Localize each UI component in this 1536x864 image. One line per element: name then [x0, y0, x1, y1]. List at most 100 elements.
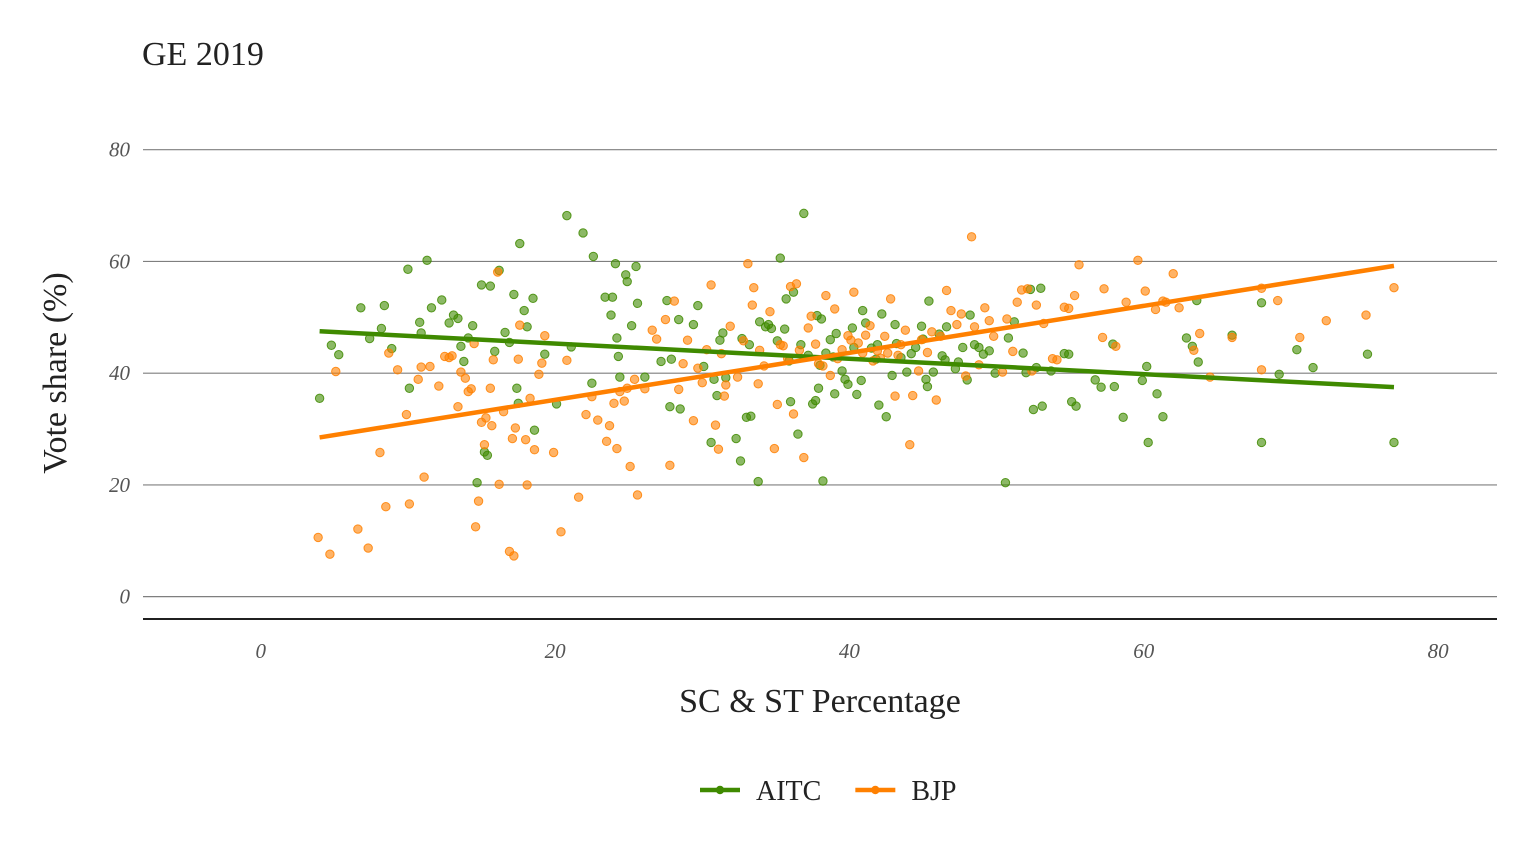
data-point-aitc: [1071, 401, 1081, 411]
data-point-bjp: [732, 372, 743, 382]
data-point-bjp: [492, 267, 503, 277]
data-point-bjp: [509, 551, 519, 561]
y-tick-label: 60: [109, 249, 131, 273]
data-point-aitc: [916, 321, 927, 331]
data-point-bjp: [941, 285, 952, 296]
data-point-aitc: [610, 258, 621, 269]
data-point-bjp: [651, 334, 662, 344]
data-point-bjp: [381, 502, 391, 512]
data-point-bjp: [534, 369, 544, 379]
data-point-aitc: [376, 323, 387, 334]
data-point-bjp: [619, 396, 629, 406]
data-point-bjp: [880, 331, 890, 341]
data-point-bjp: [769, 443, 780, 454]
data-point-bjp: [494, 479, 504, 490]
data-point-bjp: [1069, 290, 1080, 301]
data-point-bjp: [1321, 315, 1331, 326]
data-point-aitc: [674, 314, 684, 325]
data-point-bjp: [922, 347, 933, 358]
data-point-aitc: [587, 378, 597, 388]
data-point-aitc: [958, 342, 968, 353]
data-point-aitc: [857, 305, 868, 316]
data-point-aitc: [731, 433, 741, 444]
data-point-aitc: [666, 354, 677, 364]
data-point-bjp: [961, 371, 971, 381]
gridlines: [143, 149, 1497, 598]
data-point-bjp: [765, 307, 775, 317]
data-point-aitc: [1143, 437, 1153, 448]
data-point-bjp: [1121, 297, 1131, 307]
data-point-bjp: [473, 496, 484, 506]
data-point-bjp: [719, 391, 730, 401]
data-point-aitc: [843, 379, 853, 390]
data-point-bjp: [980, 303, 990, 313]
data-point-aitc: [856, 375, 866, 386]
trend-line-bjp: [319, 263, 1395, 440]
data-point-aitc: [314, 393, 325, 404]
data-point-bjp: [1002, 314, 1012, 324]
series-aitc-points: [314, 208, 1399, 488]
data-point-aitc: [830, 389, 840, 399]
legend-item-bjp: BJP: [855, 776, 956, 807]
data-point-bjp: [1099, 284, 1109, 294]
data-point-aitc: [640, 372, 650, 382]
data-point-bjp: [1361, 310, 1371, 320]
x-axis-ticks: 0 20 40 60 80: [255, 639, 1449, 663]
data-point-bjp: [931, 395, 941, 405]
data-point-bjp: [507, 433, 518, 444]
data-point-bjp: [384, 348, 394, 358]
data-point-bjp: [1064, 303, 1074, 314]
data-point-bjp: [988, 331, 999, 341]
data-point-bjp: [419, 472, 429, 482]
data-point-aitc: [1389, 437, 1399, 448]
data-point-aitc: [453, 313, 463, 324]
data-point-bjp: [821, 290, 831, 301]
data-point-aitc: [529, 425, 540, 435]
x-tick-label: 60: [1133, 639, 1155, 663]
data-point-aitc: [622, 276, 632, 287]
data-point-aitc: [1274, 369, 1284, 379]
data-point-aitc: [881, 412, 891, 422]
data-point-bjp: [952, 319, 962, 330]
data-point-bjp: [1174, 303, 1184, 313]
data-point-aitc: [818, 476, 828, 486]
data-point-aitc: [837, 366, 847, 376]
data-point-bjp: [601, 436, 612, 447]
data-point-bjp: [481, 413, 491, 423]
data-point-aitc: [509, 289, 519, 300]
data-point-aitc: [887, 370, 897, 381]
data-point-aitc: [941, 322, 952, 332]
y-tick-label: 0: [120, 585, 131, 609]
data-point-aitc: [1292, 345, 1302, 355]
data-point-aitc: [890, 319, 900, 330]
data-point-bjp: [956, 309, 966, 319]
data-point-bjp: [713, 444, 724, 454]
data-point-bjp: [969, 322, 980, 332]
data-point-bjp: [1295, 332, 1305, 343]
data-point-aitc: [632, 298, 643, 309]
data-point-aitc: [693, 300, 703, 311]
data-point-bjp: [749, 282, 759, 293]
data-point-bjp: [612, 443, 622, 454]
data-point-bjp: [706, 280, 716, 290]
data-point-bjp: [810, 339, 821, 349]
data-point-aitc: [735, 456, 746, 466]
data-point-aitc: [615, 372, 625, 382]
data-point-bjp: [1140, 286, 1150, 296]
data-point-aitc: [515, 238, 525, 249]
data-point-aitc: [626, 320, 637, 331]
data-point-bjp: [1031, 300, 1042, 310]
data-point-aitc: [613, 351, 624, 362]
data-point-bjp: [825, 370, 836, 381]
data-point-bjp: [772, 399, 783, 410]
data-point-bjp: [778, 341, 788, 351]
data-point-aitc: [519, 305, 529, 316]
data-point-aitc: [1137, 375, 1148, 386]
data-point-aitc: [1256, 437, 1267, 448]
data-point-bjp: [632, 490, 643, 500]
data-point-aitc: [476, 280, 487, 290]
data-point-aitc: [781, 294, 791, 304]
data-point-bjp: [738, 336, 749, 346]
